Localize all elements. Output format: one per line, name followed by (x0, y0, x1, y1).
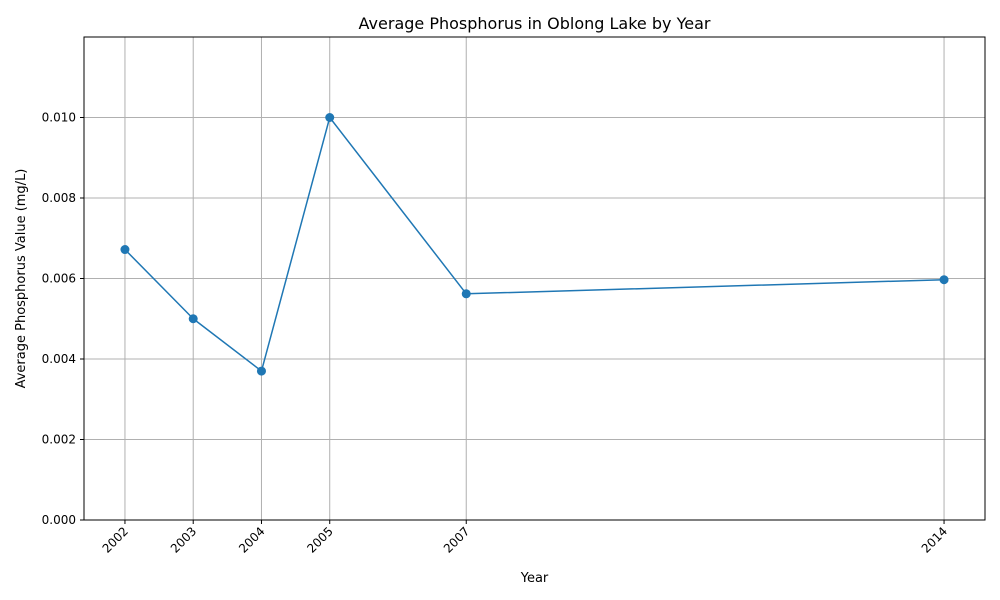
data-series (120, 113, 949, 376)
x-tick-label: 2003 (168, 524, 199, 555)
y-axis-label: Average Phosphorus Value (mg/L) (14, 169, 29, 389)
data-point (461, 289, 471, 299)
chart-title: Average Phosphorus in Oblong Lake by Yea… (359, 14, 711, 33)
data-point (256, 366, 266, 376)
data-point (939, 275, 949, 285)
y-tick-label: 0.008 (42, 191, 76, 205)
x-axis-ticks: 2002 2003 2004 2005 2007 2014 (100, 520, 950, 556)
y-tick-label: 0.000 (42, 513, 76, 527)
x-tick-label: 2002 (100, 524, 131, 555)
x-tick-label: 2007 (441, 524, 472, 555)
data-point (120, 245, 130, 255)
x-tick-label: 2005 (304, 524, 335, 555)
series-line (124, 116, 945, 372)
y-tick-label: 0.002 (42, 433, 76, 447)
x-tick-label: 2014 (919, 524, 950, 555)
data-point (188, 314, 198, 324)
data-point (325, 113, 335, 122)
y-tick-label: 0.010 (42, 111, 76, 125)
y-axis-ticks: 0.000 0.002 0.004 0.006 0.008 0.010 (42, 111, 84, 527)
y-tick-label: 0.004 (42, 352, 76, 366)
x-axis-label: Year (520, 571, 549, 586)
y-tick-label: 0.006 (42, 272, 76, 286)
grid-lines (84, 37, 985, 521)
x-tick-label: 2004 (236, 524, 267, 555)
